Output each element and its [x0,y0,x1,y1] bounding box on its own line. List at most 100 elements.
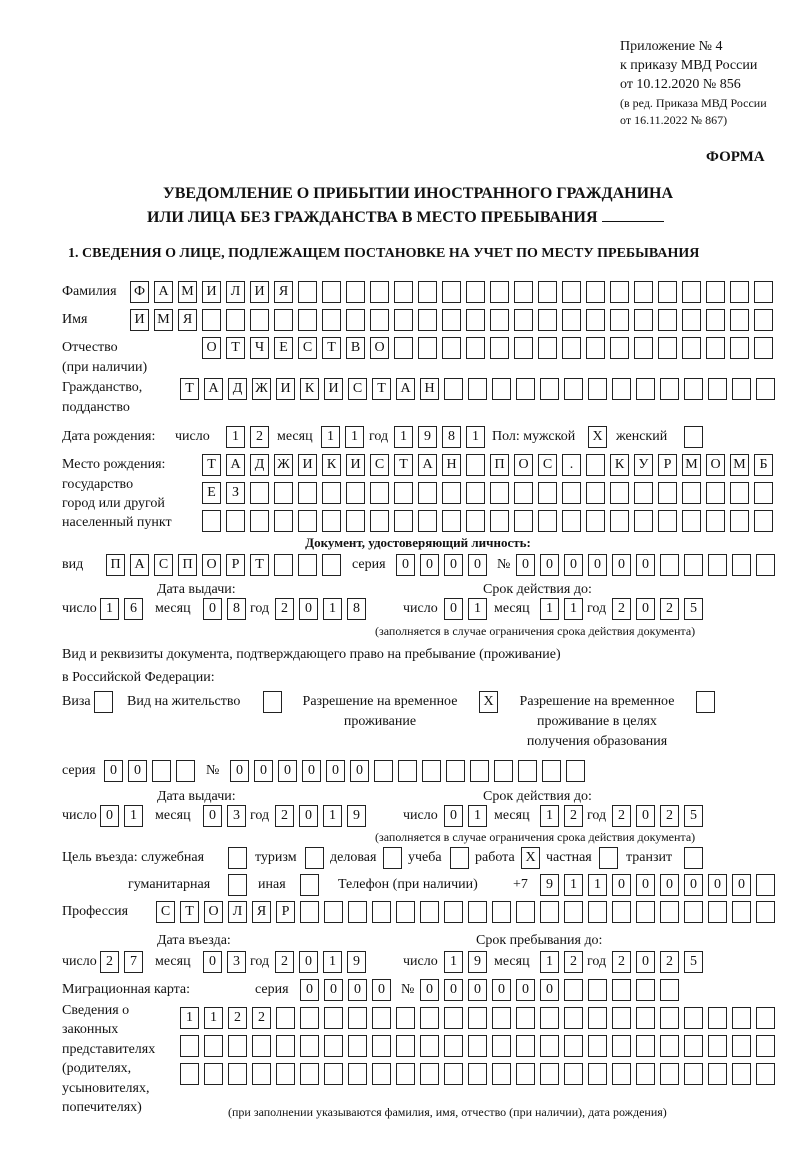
char-box[interactable] [226,510,245,532]
char-box[interactable] [274,309,293,331]
char-box[interactable]: X [521,847,540,869]
char-box[interactable] [418,337,437,359]
char-box[interactable]: 0 [324,979,343,1001]
char-box[interactable] [684,378,703,400]
char-box[interactable] [682,482,701,504]
char-box[interactable] [660,1035,679,1057]
char-box[interactable] [420,1063,439,1085]
char-box[interactable] [490,309,509,331]
char-box[interactable] [658,309,677,331]
char-box[interactable]: 0 [540,979,559,1001]
char-box[interactable] [514,337,533,359]
char-box[interactable]: Т [322,337,341,359]
char-box[interactable]: 1 [124,805,143,827]
char-box[interactable] [94,691,113,713]
char-box[interactable]: 2 [612,805,631,827]
char-box[interactable] [444,378,463,400]
char-box[interactable]: С [154,554,173,576]
char-box[interactable] [372,1007,391,1029]
char-box[interactable] [152,760,171,782]
char-box[interactable]: 0 [468,554,487,576]
char-box[interactable] [442,309,461,331]
char-box[interactable] [612,1007,631,1029]
char-box[interactable] [610,281,629,303]
char-box[interactable]: В [346,337,365,359]
char-box[interactable] [754,281,773,303]
char-box[interactable] [586,454,605,476]
char-box[interactable]: 2 [250,426,269,448]
char-box[interactable]: 0 [468,979,487,1001]
char-box[interactable] [348,1035,367,1057]
char-box[interactable] [468,1007,487,1029]
char-box[interactable]: А [154,281,173,303]
char-box[interactable] [706,281,725,303]
char-box[interactable] [538,309,557,331]
char-box[interactable]: 2 [612,951,631,973]
char-box[interactable] [394,309,413,331]
char-box[interactable] [658,482,677,504]
char-box[interactable]: Д [250,454,269,476]
char-box[interactable] [754,337,773,359]
char-box[interactable] [636,1035,655,1057]
char-box[interactable] [276,1007,295,1029]
char-box[interactable] [450,847,469,869]
char-box[interactable] [564,1007,583,1029]
char-box[interactable] [514,510,533,532]
char-box[interactable]: 1 [394,426,413,448]
char-box[interactable] [684,1063,703,1085]
char-box[interactable]: 0 [348,979,367,1001]
char-box[interactable] [514,309,533,331]
char-box[interactable] [538,482,557,504]
char-box[interactable] [684,426,703,448]
char-box[interactable] [398,760,417,782]
char-box[interactable] [610,482,629,504]
char-box[interactable] [708,1035,727,1057]
char-box[interactable]: К [610,454,629,476]
place-blank[interactable] [601,207,664,222]
char-box[interactable] [442,510,461,532]
char-box[interactable] [370,309,389,331]
char-box[interactable] [370,482,389,504]
char-box[interactable] [540,1007,559,1029]
char-box[interactable]: З [226,482,245,504]
char-box[interactable] [490,510,509,532]
char-box[interactable]: 2 [252,1007,271,1029]
char-box[interactable]: Т [250,554,269,576]
char-box[interactable]: Ф [130,281,149,303]
char-box[interactable]: 1 [588,874,607,896]
char-box[interactable]: 1 [466,426,485,448]
char-box[interactable] [634,309,653,331]
char-box[interactable] [300,1063,319,1085]
char-box[interactable]: 2 [660,951,679,973]
char-box[interactable] [562,337,581,359]
char-box[interactable] [176,760,195,782]
char-box[interactable]: 0 [540,554,559,576]
char-box[interactable]: Н [420,378,439,400]
char-box[interactable] [586,482,605,504]
char-box[interactable] [658,281,677,303]
char-box[interactable] [540,1035,559,1057]
char-box[interactable] [732,554,751,576]
char-box[interactable] [588,901,607,923]
char-box[interactable] [442,337,461,359]
char-box[interactable]: А [418,454,437,476]
char-box[interactable] [610,337,629,359]
char-box[interactable] [346,482,365,504]
char-box[interactable] [732,1063,751,1085]
char-box[interactable] [394,337,413,359]
char-box[interactable] [684,1035,703,1057]
char-box[interactable]: 0 [299,805,318,827]
char-box[interactable]: А [130,554,149,576]
char-box[interactable] [682,281,701,303]
char-box[interactable]: 0 [636,951,655,973]
char-box[interactable] [396,1035,415,1057]
char-box[interactable] [586,337,605,359]
char-box[interactable] [636,378,655,400]
char-box[interactable] [276,1063,295,1085]
char-box[interactable] [204,1035,223,1057]
char-box[interactable] [394,482,413,504]
char-box[interactable]: . [562,454,581,476]
char-box[interactable] [274,482,293,504]
char-box[interactable] [660,378,679,400]
char-box[interactable] [588,979,607,1001]
